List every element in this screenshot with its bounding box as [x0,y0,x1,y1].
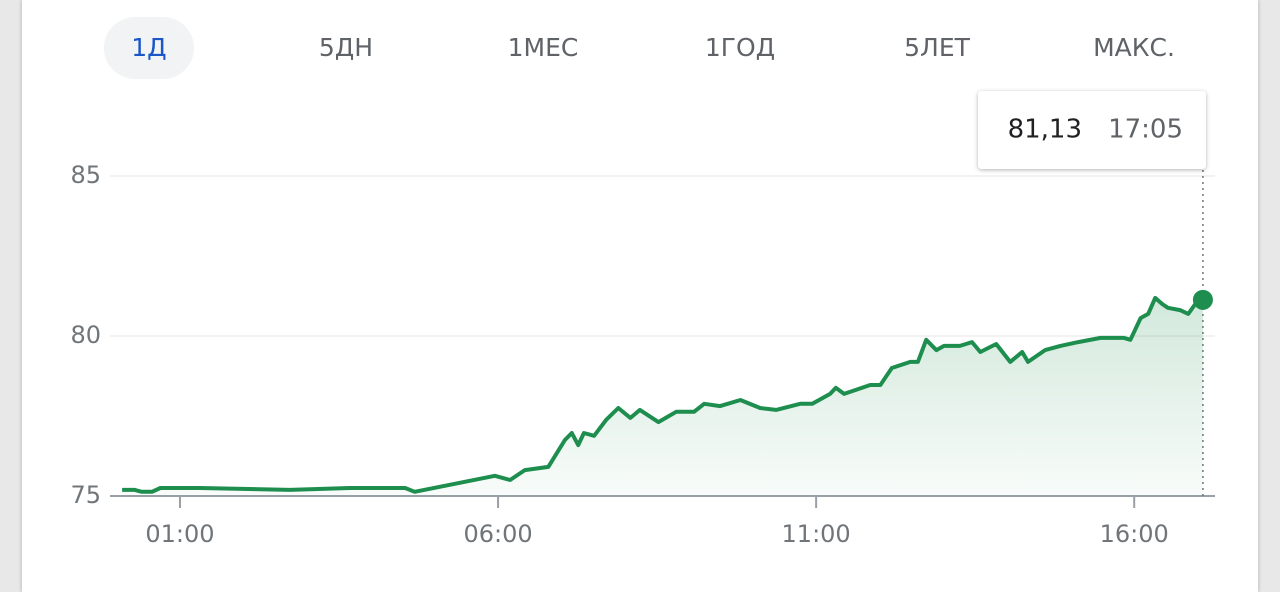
tab-selected-bg [104,17,194,79]
range-tab[interactable]: 5ЛЕТ [904,33,971,62]
y-tick-label: 75 [70,481,101,509]
current-point [1192,289,1213,310]
x-tick-label: 06:00 [463,520,532,548]
tooltip [978,91,1206,169]
range-tab[interactable]: 1МЕС [508,33,579,62]
range-tab[interactable]: 1Д [131,33,166,62]
x-tick-label: 01:00 [145,520,214,548]
range-tab[interactable]: МАКС. [1093,33,1175,62]
y-tick-label: 85 [70,161,101,189]
area [122,297,1203,496]
y-tick-label: 80 [70,321,101,349]
tooltip-time: 17:05 [1108,115,1183,145]
range-tab[interactable]: 5ДН [319,33,373,62]
tooltip-price: 81,13 [1008,115,1082,145]
x-tick-label: 16:00 [1100,520,1169,548]
price-line [122,295,1204,494]
x-tick-label: 11:00 [782,520,851,548]
range-tab[interactable]: 1ГОД [705,33,775,62]
